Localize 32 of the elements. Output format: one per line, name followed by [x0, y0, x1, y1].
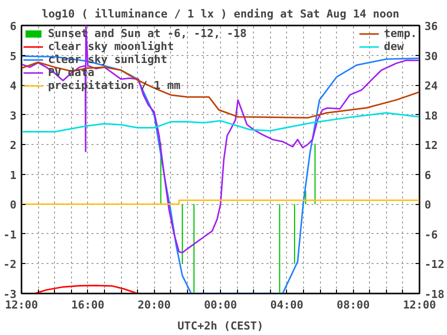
y-tick-label: -2 — [3, 258, 17, 272]
y2-tick-label: 36 — [424, 20, 438, 33]
y2-tick-label: 12 — [424, 139, 438, 152]
x-tick-label: 20:00 — [138, 298, 171, 312]
legend-label: clear sky moonlight — [48, 40, 174, 53]
y-tick-label: 2 — [10, 139, 16, 152]
chart-title: log10 ( illuminance / 1 lx ) ending at Sat Aug 14 noon — [42, 8, 400, 20]
x-tick-label: 00:00 — [204, 298, 238, 312]
y2-tick-label: -12 — [424, 258, 444, 272]
legend-label: temp. — [384, 27, 417, 40]
x-tick-label: 12:00 — [4, 298, 38, 312]
y-tick-label: 1 — [10, 168, 17, 182]
y2-tick-label: 18 — [424, 109, 438, 122]
y-tick-label: 4 — [10, 80, 17, 93]
y2-tick-label: -6 — [424, 228, 438, 242]
y-tick-label: -1 — [3, 228, 17, 242]
y2-tick-label: 24 — [424, 80, 438, 93]
x-tick-label: 12:00 — [402, 298, 436, 312]
x-tick-label: 04:00 — [270, 298, 304, 312]
y-tick-label: 3 — [10, 109, 16, 122]
y2-tick-label: 30 — [424, 50, 438, 63]
y-tick-label: 5 — [10, 50, 16, 63]
y2-tick-label: 6 — [424, 168, 432, 182]
y-tick-label: 0 — [10, 198, 16, 212]
x-axis-title: UTC+2h (CEST) — [177, 320, 264, 332]
legend-label: dew — [384, 40, 404, 53]
y-tick-label: -3 — [3, 288, 17, 301]
x-tick-label: 08:00 — [336, 298, 370, 312]
y-tick-label: 6 — [10, 20, 17, 33]
y2-tick-label: 0 — [424, 198, 432, 212]
y2-tick-label: -18 — [424, 288, 444, 301]
x-tick-label: 16:00 — [71, 298, 104, 312]
